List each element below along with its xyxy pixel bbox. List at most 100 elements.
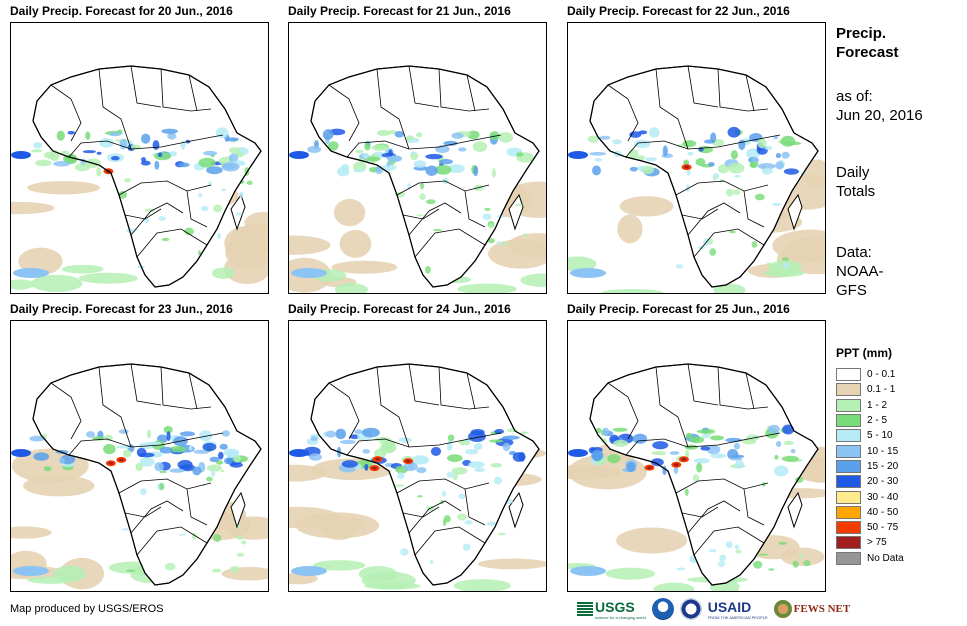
country-border — [655, 366, 689, 448]
precip-patch — [490, 462, 503, 468]
country-border — [607, 382, 639, 440]
light-precip-patch — [30, 274, 83, 293]
light-precip-patch — [457, 283, 517, 293]
panel-title: Daily Precip. Forecast for 24 Jun., 2016 — [288, 302, 511, 316]
precip-patch — [225, 137, 240, 142]
country-border — [693, 526, 765, 556]
precip-patch — [203, 150, 218, 156]
precip-patch — [790, 448, 796, 454]
country-border — [50, 84, 82, 142]
heavy-precip-patch — [405, 459, 411, 463]
precip-patch — [482, 213, 492, 221]
country-border — [396, 180, 490, 196]
legend-swatch — [836, 475, 861, 489]
precip-patch — [33, 452, 50, 461]
legend-item: 0.1 - 1 — [836, 382, 961, 397]
precip-patch — [361, 427, 380, 438]
precip-patch — [468, 431, 486, 442]
precip-patch — [178, 533, 186, 536]
precip-patch — [30, 149, 43, 153]
data-source-note: Data: NOAA- GFS — [836, 243, 946, 300]
precip-patch — [766, 262, 772, 265]
precip-patch — [719, 554, 727, 562]
precip-map — [288, 22, 547, 294]
country-border — [625, 432, 781, 456]
legend-label: 1 - 2 — [867, 399, 888, 411]
madagascar-outline — [787, 491, 803, 529]
legend-label: 5 - 10 — [867, 430, 893, 442]
precip-legend: PPT (mm) 0 - 0.1 0.1 - 1 1 - 2 2 - 5 5 - 10 1… — [836, 346, 961, 566]
precip-patch — [213, 204, 223, 213]
madagascar-outline — [787, 193, 803, 231]
precip-patch — [785, 141, 802, 146]
precip-patch — [35, 159, 52, 167]
legend-label: 15 - 20 — [867, 460, 899, 472]
legend-item: 15 - 20 — [836, 459, 961, 474]
precip-patch — [179, 431, 196, 437]
precip-patch — [166, 431, 171, 441]
precip-patch — [803, 560, 811, 567]
precip-patch — [291, 566, 327, 576]
precip-patch — [662, 145, 668, 157]
precip-patch — [774, 454, 779, 460]
precip-patch — [595, 427, 602, 434]
light-precip-patch — [619, 196, 674, 217]
precip-patch — [228, 147, 241, 154]
precip-patch — [110, 156, 120, 161]
precip-map — [10, 22, 269, 294]
precip-patch — [502, 442, 511, 452]
precip-patch — [202, 442, 217, 452]
precip-patch — [53, 160, 71, 167]
precip-patch — [289, 151, 309, 159]
country-border — [607, 84, 639, 142]
daily-line: Totals — [836, 183, 876, 200]
precip-patch — [773, 135, 778, 140]
precip-patch — [710, 435, 724, 441]
forecast-panel-day5: Daily Precip. Forecast for 24 Jun., 2016 — [288, 302, 547, 592]
precip-patch — [415, 132, 423, 138]
precip-patch — [236, 552, 245, 557]
precip-patch — [211, 568, 222, 573]
precip-patch — [498, 132, 514, 143]
precip-patch — [108, 132, 122, 137]
precip-patch — [689, 436, 705, 444]
legend-swatch — [836, 551, 861, 565]
light-precip-patch — [331, 260, 398, 274]
light-precip-patch — [568, 256, 597, 272]
precip-patch — [200, 205, 209, 212]
precip-patch — [781, 455, 799, 462]
precip-patch — [13, 268, 49, 278]
precip-patch — [516, 152, 524, 157]
precip-patch — [754, 193, 765, 201]
precip-patch — [206, 166, 223, 175]
light-precip-patch — [453, 579, 511, 591]
precip-patch — [464, 448, 479, 455]
precip-patch — [240, 540, 247, 545]
precip-patch — [447, 434, 455, 442]
precip-patch — [382, 164, 397, 171]
legend-swatch — [836, 444, 861, 458]
precip-patch — [451, 467, 468, 475]
usaid-logo: USAID FROM THE AMERICAN PEOPLE — [708, 599, 768, 620]
precip-patch — [380, 444, 396, 454]
legend-swatch — [836, 398, 861, 412]
precip-patch — [500, 242, 510, 246]
heavy-precip-patch — [684, 165, 690, 169]
precip-patch — [735, 459, 744, 469]
precip-patch — [775, 441, 782, 448]
precip-map — [10, 320, 269, 592]
precip-patch — [758, 553, 769, 556]
precip-patch — [119, 138, 128, 150]
precip-patch — [335, 428, 346, 440]
legend-rows: 0 - 0.1 0.1 - 1 1 - 2 2 - 5 5 - 10 10 - 15 15 … — [836, 367, 961, 566]
precip-patch — [199, 430, 213, 442]
precip-patch — [682, 140, 697, 147]
precip-patch — [386, 161, 391, 167]
precip-patch — [718, 560, 726, 568]
precip-patch — [209, 456, 220, 463]
precip-patch — [612, 427, 628, 432]
precip-patch — [669, 451, 680, 455]
precip-patch — [124, 178, 132, 183]
noaa-seal-icon — [651, 598, 674, 620]
fews-net-logo: FEWS NET — [773, 600, 850, 618]
